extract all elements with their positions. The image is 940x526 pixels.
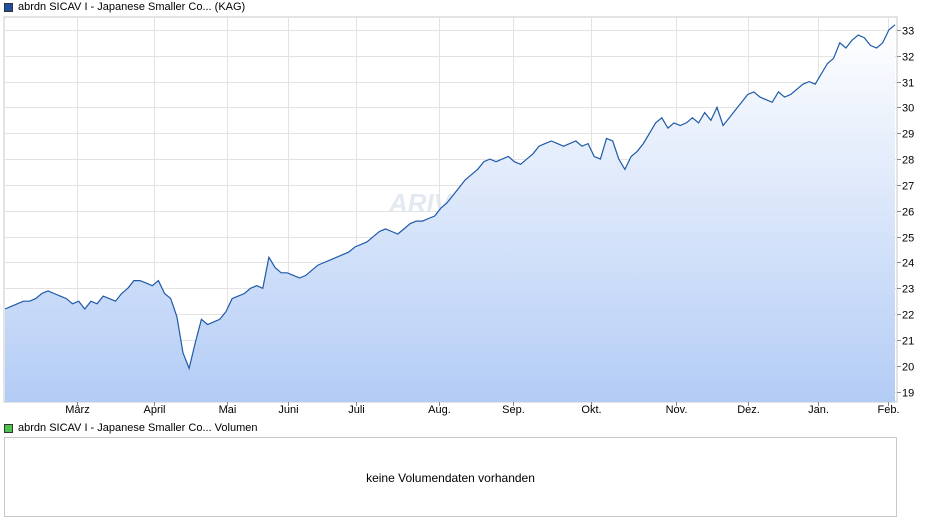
y-tick-label: 28 [902,155,914,167]
y-tick-label: 25 [902,233,914,245]
y-tick-label: 20 [902,362,914,374]
x-tick-label: Dez. [737,404,760,416]
y-tick-label: 29 [902,129,914,141]
x-tick-label: Feb. [877,404,899,416]
price-legend-swatch [4,2,13,12]
volume-legend-label: abrdn SICAV I - Japanese Smaller Co... V… [18,422,258,434]
price-area [5,24,895,403]
x-tick-label: Juni [278,404,298,416]
x-axis: März April Mai Juni Juli Aug. Sep. Okt. Nov. Dez.… [65,402,900,416]
x-tick-label: Sep. [502,404,525,416]
x-tick-label: März [65,404,89,416]
volume-legend: abrdn SICAV I - Japanese Smaller Co... V… [4,421,257,435]
x-tick-label: April [143,404,165,416]
x-tick-label: Aug. [428,404,451,416]
x-tick-label: Juli [348,404,365,416]
x-tick-label: Nov. [666,404,688,416]
y-axis: 19 20 21 22 23 24 25 26 27 28 29 30 31 32 33 [897,26,914,400]
price-chart: ARIVA.DE 192021222324252627282930313233 … [3,16,914,416]
y-tick-label: 33 [902,26,914,38]
y-tick-label: 21 [902,336,914,348]
price-legend: abrdn SICAV I - Japanese Smaller Co... (… [4,0,245,14]
y-tick-label: 26 [902,207,914,219]
y-tick-label: 22 [902,310,914,322]
x-tick-label: Okt. [581,404,601,416]
y-tick-label: 31 [902,78,914,90]
price-legend-label: abrdn SICAV I - Japanese Smaller Co... (… [18,1,246,13]
price-line [4,24,896,371]
y-tick-label: 32 [902,52,914,64]
x-tick-label: Jan. [808,404,829,416]
volume-legend-swatch [4,423,13,433]
y-tick-label: 23 [902,284,914,296]
y-tick-label: 27 [902,181,914,193]
y-tick-label: 30 [902,103,914,115]
x-tick-label: Mai [219,404,237,416]
y-tick-label: 19 [902,388,914,400]
volume-empty-message: keine Volumendaten vorhanden [366,471,535,485]
y-tick-label: 24 [902,258,914,270]
volume-chart: keine Volumendaten vorhanden [4,437,897,517]
